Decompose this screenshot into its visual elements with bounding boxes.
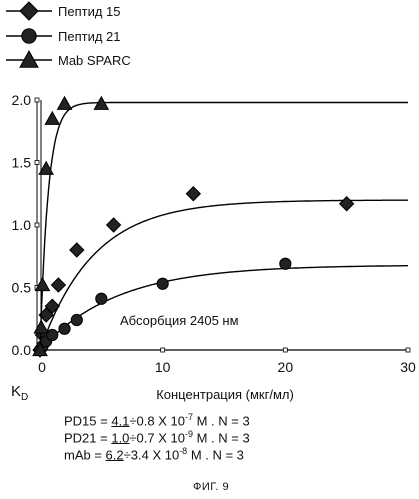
series-1-point (157, 278, 168, 289)
formula-mab: mAb = 6.2÷3.4 X 10-8 M . N = 3 (64, 443, 244, 463)
series-1-point (47, 329, 58, 340)
y-tick-label: 0.0 (12, 342, 32, 358)
series-1-point (59, 323, 70, 334)
x-tick-label: 20 (278, 359, 294, 375)
x-axis-title: Концентрация (мкг/мл) (156, 387, 294, 402)
y-axis-label: KD (11, 383, 28, 403)
series-0-point (107, 218, 121, 232)
legend-marker-diamond (20, 2, 38, 20)
legend-marker-triangle (20, 51, 38, 67)
series-0-point (186, 187, 200, 201)
y-tick (35, 98, 39, 102)
series-2-point (35, 278, 49, 291)
figure-caption: ФИГ. 9 (193, 481, 229, 493)
legend-label: Mab SPARC (58, 53, 131, 68)
y-tick-label: 1.5 (12, 155, 32, 171)
y-tick (35, 161, 39, 165)
y-tick-label: 2.0 (12, 92, 32, 108)
x-tick-label: 10 (155, 359, 171, 375)
y-tick-label: 1.0 (12, 217, 32, 233)
series-0-point (70, 243, 84, 257)
chart-annotation: Абсорбция 2405 нм (120, 313, 239, 328)
series-1-point (280, 258, 291, 269)
legend-label: Пептид 21 (58, 29, 121, 44)
series-1-fit-line (40, 266, 408, 350)
legend-label: Пептид 15 (58, 4, 121, 19)
x-tick-label: 0 (38, 359, 46, 375)
series-0-point (51, 278, 65, 292)
y-tick (35, 223, 39, 227)
x-tick (161, 348, 165, 352)
x-tick (283, 348, 287, 352)
x-tick (406, 348, 410, 352)
series-1-point (71, 314, 82, 325)
x-tick-label: 30 (400, 359, 416, 375)
series-2-point (45, 112, 59, 125)
legend-marker-circle (22, 29, 36, 43)
series-0-point (340, 197, 354, 211)
series-2-point (58, 97, 72, 110)
series-1-point (96, 293, 107, 304)
y-tick-label: 0.5 (12, 280, 32, 296)
